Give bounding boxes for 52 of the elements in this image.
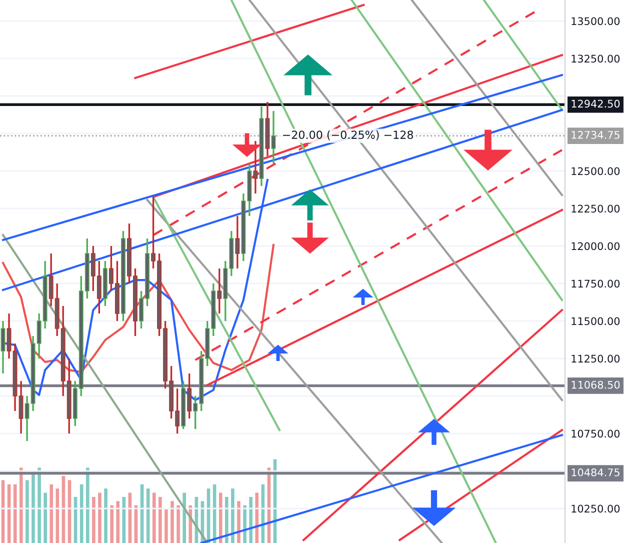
- ref-line-label: 11068.50: [572, 380, 620, 389]
- bar: [237, 501, 240, 543]
- bar: [158, 496, 162, 543]
- bar: [176, 505, 180, 543]
- bar: [231, 488, 234, 543]
- y-tick-label: 11500.00: [572, 317, 620, 326]
- bar: [116, 501, 120, 543]
- candlestick: [6, 312, 12, 360]
- bar: [164, 509, 168, 543]
- bar: [152, 492, 156, 543]
- bar: [255, 492, 259, 543]
- bar: [13, 484, 17, 543]
- bar: [44, 492, 47, 543]
- bar: [170, 501, 174, 543]
- bar: [182, 492, 186, 543]
- bar: [110, 505, 114, 543]
- candlestick: [253, 140, 258, 194]
- y-tick-label: 10750.00: [572, 430, 620, 438]
- y-tick-label: 13250.00: [572, 54, 620, 63]
- bar: [92, 496, 96, 543]
- candlestick: [18, 380, 24, 434]
- y-tick-label: 12250.00: [572, 204, 620, 213]
- y-tick-label: 10250.00: [572, 504, 620, 513]
- ref-line-label: 12734.75: [572, 130, 620, 139]
- bar: [104, 488, 108, 543]
- candlestick: [217, 268, 222, 314]
- candlestick: [235, 215, 240, 270]
- bar: [50, 484, 54, 543]
- bar: [26, 480, 29, 543]
- y-tick-label: 12500.00: [572, 167, 620, 176]
- candlestick: [0, 320, 6, 374]
- bar: [243, 505, 246, 543]
- bar: [86, 468, 90, 543]
- candlestick: [271, 110, 276, 164]
- y-tick-label: 11750.00: [572, 280, 620, 288]
- ref-line-label: 12942.50: [572, 100, 620, 108]
- y-tick-label: 13500.00: [572, 17, 620, 26]
- bar: [80, 484, 84, 543]
- bar: [218, 492, 222, 543]
- bar: [32, 472, 35, 543]
- y-tick-label: 11250.00: [572, 354, 620, 363]
- y-tick-label: 12000.00: [572, 242, 620, 250]
- line-series: [2, 244, 275, 374]
- ref-line-label: 10484.75: [572, 468, 620, 476]
- bar: [98, 492, 102, 543]
- bar: [38, 468, 41, 543]
- candlestick: [187, 372, 192, 420]
- bar: [122, 496, 126, 543]
- annotation: −20.00 (−0.25%) −128: [282, 130, 414, 140]
- bar: [249, 496, 252, 543]
- bar: [19, 468, 23, 543]
- bar: [224, 496, 228, 543]
